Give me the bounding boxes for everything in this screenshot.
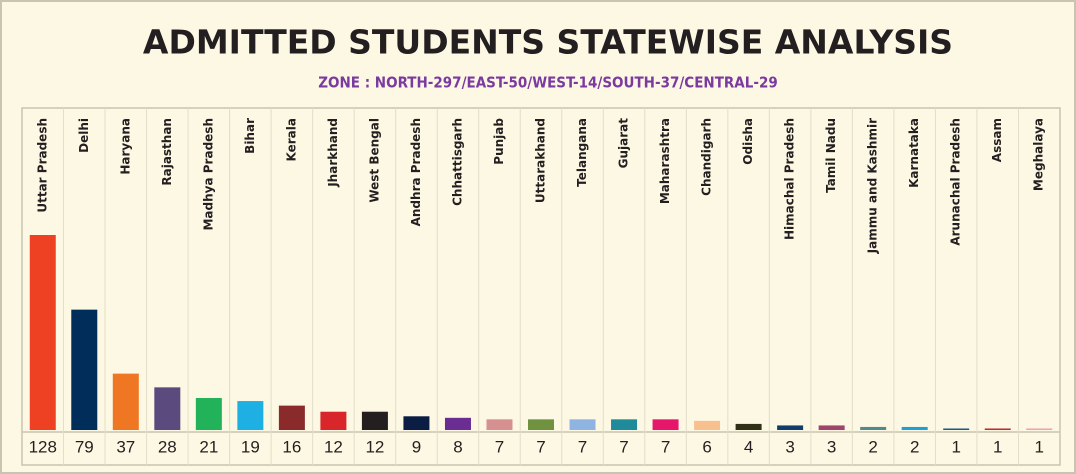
category-label: Tamil Nadu: [824, 118, 838, 193]
category-label: Gujarat: [617, 118, 631, 169]
category-label: Jharkhand: [326, 118, 340, 188]
value-label: 3: [827, 437, 836, 456]
bar: [361, 411, 388, 430]
value-label: 12: [365, 437, 384, 456]
bar: [195, 398, 222, 430]
value-label: 7: [536, 437, 545, 456]
category-label: West Bengal: [367, 118, 381, 203]
bar: [71, 309, 98, 430]
value-label: 2: [910, 437, 919, 456]
value-label: 1: [993, 437, 1002, 456]
bar: [278, 405, 305, 430]
value-label: 1: [951, 437, 960, 456]
bar: [1026, 428, 1053, 430]
value-label: 28: [158, 437, 177, 456]
category-label: Kerala: [284, 118, 298, 161]
bar: [112, 373, 139, 430]
value-label: 9: [412, 437, 421, 456]
bar: [403, 416, 430, 430]
value-label: 4: [744, 437, 753, 456]
category-label: Telangana: [575, 118, 589, 187]
category-label: Odisha: [741, 118, 755, 165]
value-label: 19: [241, 437, 260, 456]
value-label: 7: [619, 437, 628, 456]
panel: [21, 107, 1061, 466]
category-label: Chandigarh: [700, 118, 714, 196]
value-label: 21: [199, 437, 218, 456]
value-label: 16: [282, 437, 301, 456]
value-label: 79: [75, 437, 94, 456]
value-label: 12: [324, 437, 343, 456]
value-label: 128: [29, 437, 57, 456]
chart-subtitle: ZONE : NORTH-297/EAST-50/WEST-14/SOUTH-3…: [318, 74, 778, 92]
value-label: 3: [785, 437, 794, 456]
category-label: Karnataka: [907, 118, 921, 188]
category-label: Himachal Pradesh: [783, 118, 797, 240]
category-label: Haryana: [118, 118, 132, 175]
bar: [444, 417, 471, 430]
bar: [486, 419, 513, 430]
value-label: 6: [702, 437, 711, 456]
bar: [818, 425, 845, 430]
bar: [652, 419, 679, 430]
category-label: Delhi: [77, 118, 91, 153]
category-label: Rajasthan: [160, 118, 174, 186]
category-label: Punjab: [492, 118, 506, 165]
value-label: 7: [578, 437, 587, 456]
category-label: Assam: [990, 118, 1004, 162]
value-label: 1: [1035, 437, 1044, 456]
category-label: Uttarakhand: [534, 118, 548, 203]
bar: [569, 419, 596, 430]
category-label: Madhya Pradesh: [201, 118, 215, 231]
bar: [777, 425, 804, 430]
category-label: Jammu and Kashmir: [866, 118, 880, 254]
bar: [320, 411, 347, 430]
bar: [237, 401, 264, 430]
bar: [29, 235, 56, 430]
value-label: 37: [116, 437, 135, 456]
value-label: 7: [661, 437, 670, 456]
category-label: Uttar Pradesh: [35, 118, 49, 213]
category-label: Chhattisgarh: [450, 118, 464, 206]
chart-title: ADMITTED STUDENTS STATEWISE ANALYSIS: [143, 23, 953, 62]
category-label: Arunachal Pradesh: [949, 118, 963, 246]
bar: [694, 420, 721, 430]
bar: [154, 387, 181, 430]
category-label: Bihar: [243, 118, 257, 154]
bar: [735, 423, 762, 430]
bar: [901, 426, 928, 430]
bar: [984, 428, 1011, 430]
bar: [860, 426, 887, 430]
category-label: Maharashtra: [658, 118, 672, 204]
value-label: 2: [868, 437, 877, 456]
bar: [943, 428, 970, 430]
value-label: 8: [453, 437, 462, 456]
bar: [528, 419, 554, 430]
category-label: Andhra Pradesh: [409, 118, 423, 226]
value-label: 7: [495, 437, 504, 456]
category-label: Meghalaya: [1032, 118, 1046, 191]
bar: [611, 419, 638, 430]
